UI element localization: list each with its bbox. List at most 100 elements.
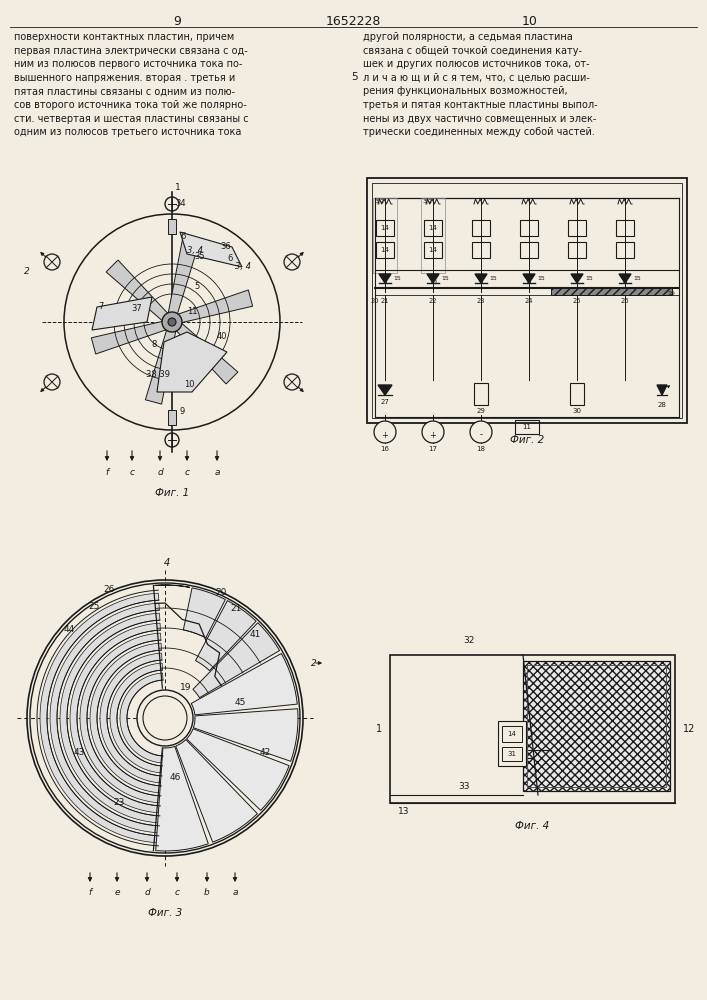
Polygon shape (176, 740, 257, 842)
Polygon shape (100, 653, 162, 783)
Text: 9: 9 (173, 15, 181, 28)
Text: 1: 1 (175, 183, 181, 192)
Polygon shape (120, 673, 163, 763)
Polygon shape (170, 320, 238, 384)
Polygon shape (427, 274, 439, 283)
Text: 1: 1 (376, 724, 382, 734)
Polygon shape (187, 729, 289, 810)
Polygon shape (106, 260, 174, 324)
Text: 10: 10 (522, 15, 538, 28)
Text: 10: 10 (184, 380, 194, 389)
Text: 8: 8 (151, 340, 157, 349)
Text: 3|2: 3|2 (423, 198, 433, 204)
Text: 26: 26 (621, 298, 629, 304)
Polygon shape (91, 319, 171, 354)
Text: -: - (479, 430, 482, 440)
Text: другой полярности, а седьмая пластина
связана с общей точкой соединения кату-
ше: другой полярности, а седьмая пластина св… (363, 32, 597, 137)
Bar (367, 178, 687, 423)
Text: поверхности контактных пластин, причем
первая пластина электрически связана с од: поверхности контактных пластин, причем п… (14, 32, 249, 137)
Polygon shape (196, 601, 256, 671)
Polygon shape (70, 623, 160, 813)
Text: 15: 15 (585, 276, 592, 282)
Bar (376, 242, 394, 258)
Text: 25: 25 (88, 602, 100, 611)
Text: 13: 13 (398, 807, 409, 816)
Bar (474, 383, 488, 405)
Text: 41: 41 (250, 630, 262, 639)
Text: 20: 20 (215, 588, 226, 597)
Text: 43: 43 (74, 748, 85, 757)
Text: 14: 14 (428, 225, 438, 231)
Bar (376, 220, 394, 236)
Circle shape (168, 318, 176, 326)
Bar (570, 383, 584, 405)
Bar (168, 410, 176, 425)
Text: 2: 2 (311, 658, 317, 668)
Text: 3, 4: 3, 4 (235, 262, 251, 271)
Text: 35: 35 (194, 252, 204, 261)
Text: 20: 20 (370, 298, 379, 304)
Text: 26: 26 (104, 585, 115, 594)
Text: 5: 5 (194, 282, 199, 291)
Text: 27: 27 (380, 399, 390, 405)
Text: 31: 31 (508, 751, 517, 757)
Polygon shape (90, 643, 161, 793)
Text: 11: 11 (187, 307, 197, 316)
Text: 3, 4: 3, 4 (187, 246, 203, 255)
Polygon shape (80, 633, 161, 803)
Text: 42: 42 (260, 748, 271, 757)
Circle shape (422, 421, 444, 443)
Text: 24: 24 (525, 298, 533, 304)
Bar (568, 242, 586, 258)
Text: 34: 34 (175, 200, 186, 209)
Text: 6: 6 (180, 232, 185, 241)
Text: 19: 19 (667, 291, 675, 296)
Text: 15: 15 (489, 276, 497, 282)
Polygon shape (40, 593, 159, 843)
Text: +: + (430, 430, 436, 440)
Text: 15: 15 (441, 276, 449, 282)
Polygon shape (523, 274, 535, 283)
Bar (472, 242, 490, 258)
Text: c: c (129, 468, 134, 477)
Text: 1652228: 1652228 (325, 15, 380, 28)
Text: f: f (88, 888, 92, 897)
Polygon shape (193, 623, 279, 698)
Circle shape (137, 690, 193, 746)
Text: a: a (214, 468, 220, 477)
Text: 14: 14 (508, 731, 516, 737)
Polygon shape (379, 274, 391, 283)
Text: 6: 6 (227, 254, 233, 263)
Polygon shape (156, 746, 209, 851)
Bar (472, 220, 490, 236)
Text: Фиг. 2: Фиг. 2 (510, 435, 544, 445)
Text: 8: 8 (527, 279, 531, 285)
Polygon shape (180, 232, 242, 267)
Text: 17: 17 (428, 446, 438, 452)
Text: 30: 30 (573, 408, 581, 414)
Text: d: d (144, 888, 150, 897)
Bar (520, 220, 538, 236)
Bar (523, 661, 670, 791)
Text: 15: 15 (633, 276, 641, 282)
Bar (616, 220, 634, 236)
Bar (520, 242, 538, 258)
Bar (390, 655, 675, 803)
Text: 25: 25 (573, 298, 581, 304)
Polygon shape (92, 297, 152, 330)
Text: 15: 15 (537, 276, 545, 282)
Text: 15: 15 (393, 276, 401, 282)
Text: f: f (105, 468, 109, 477)
Text: 10: 10 (428, 279, 438, 285)
Text: c: c (175, 888, 180, 897)
Text: b: b (204, 888, 210, 897)
Circle shape (374, 421, 396, 443)
Text: Фиг. 1: Фиг. 1 (155, 488, 189, 498)
Text: a: a (233, 888, 238, 897)
Text: e: e (115, 888, 119, 897)
Text: 11: 11 (522, 424, 532, 430)
Bar (424, 220, 442, 236)
Text: d: d (157, 468, 163, 477)
Text: c: c (185, 468, 189, 477)
Polygon shape (60, 613, 160, 823)
